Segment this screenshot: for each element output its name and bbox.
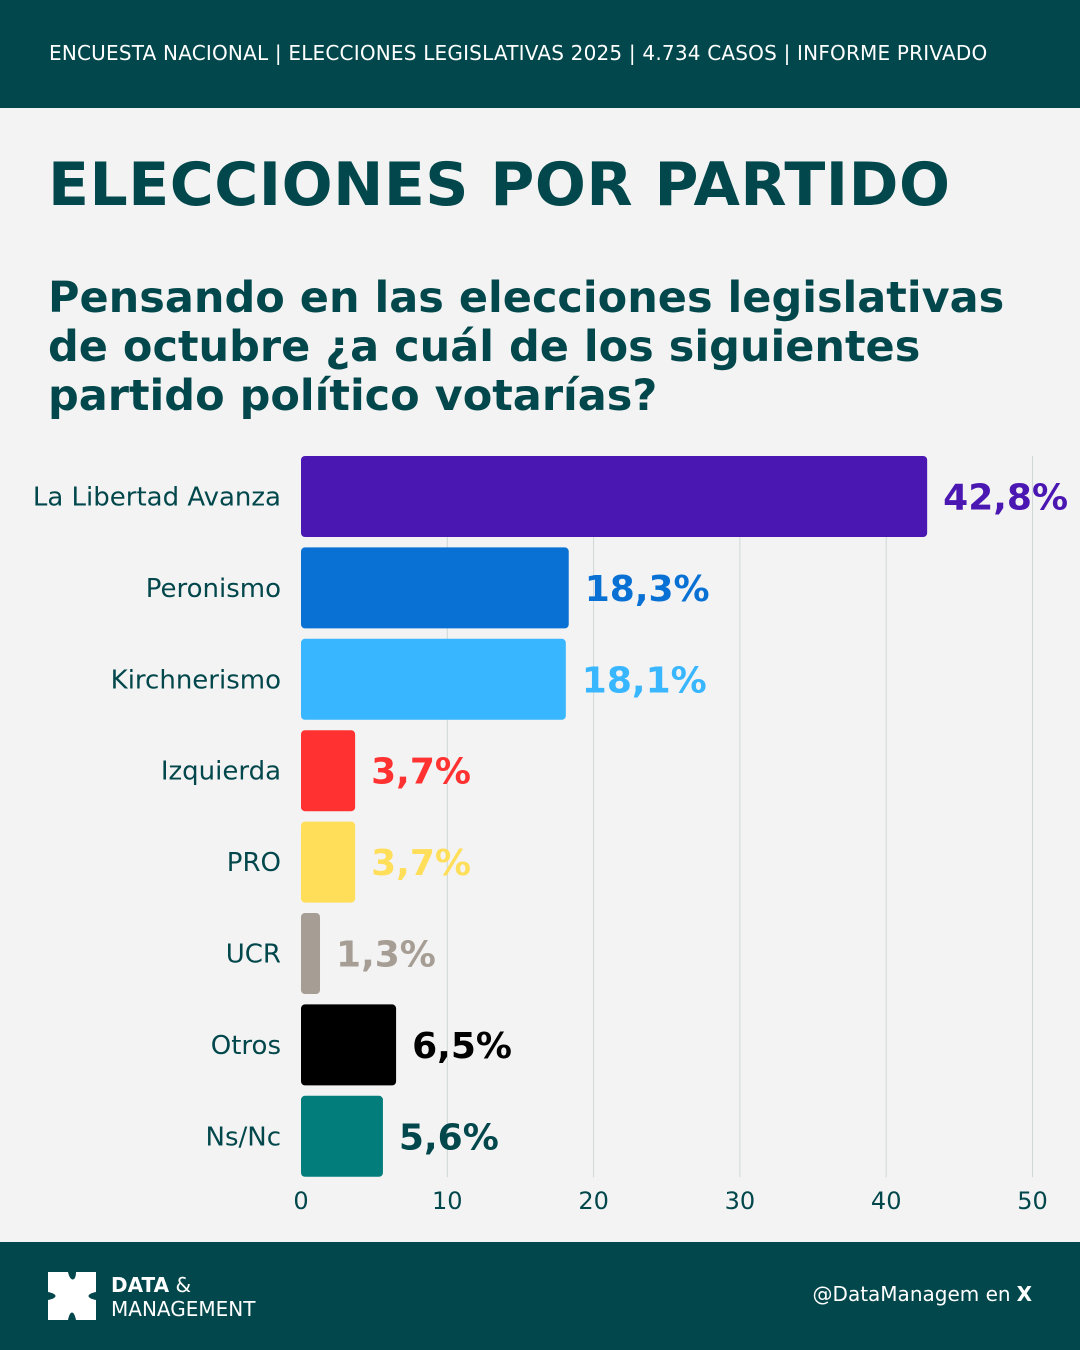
bar-chart: La Libertad Avanza Peronismo Kirchnerismo I… (33, 456, 1068, 1215)
data-label: 18,3% (585, 569, 710, 610)
category-label: La Libertad Avanza (33, 483, 281, 513)
header-bar: ENCUESTA NACIONAL | ELECCIONES LEGISLATI… (0, 0, 1080, 108)
survey-question: Pensando en las elecciones legislativas … (48, 273, 1005, 421)
brand-line2: MANAGEMENT (111, 1297, 256, 1321)
data-label: 18,1% (582, 660, 707, 701)
handle-text: @DataManagem en (812, 1282, 1011, 1306)
x-tick-label: 30 (725, 1187, 756, 1215)
x-axis-ticks: 0 10 20 30 40 50 (293, 1187, 1047, 1215)
x-tick-label: 10 (432, 1187, 463, 1215)
category-labels: La Libertad Avanza Peronismo Kirchnerismo I… (33, 483, 281, 1153)
category-label: Peronismo (146, 574, 281, 604)
value-labels: 42,8% 18,3% 18,1% 3,7% 3,7% 1,3% 6,5% 5,6% (336, 478, 1068, 1159)
brand-line1-rest: & (175, 1273, 192, 1297)
bar (301, 821, 356, 903)
data-label: 5,6% (399, 1117, 499, 1158)
category-label: PRO (227, 848, 281, 878)
category-label: Kirchnerismo (111, 665, 281, 695)
bar (301, 638, 566, 720)
social-handle: @DataManagem en X (813, 1282, 1032, 1306)
brand-logo-icon (48, 1272, 96, 1320)
data-label: 3,7% (371, 752, 471, 793)
bars (301, 456, 928, 1177)
bar (301, 1095, 383, 1177)
data-label: 1,3% (336, 935, 436, 976)
survey-meta: ENCUESTA NACIONAL | ELECCIONES LEGISLATI… (49, 41, 988, 65)
grid-lines (446, 456, 1033, 1178)
page-title: ELECCIONES POR PARTIDO (48, 150, 951, 220)
bar (301, 456, 928, 537)
data-label: 3,7% (371, 843, 471, 884)
x-tick-label: 0 (293, 1187, 308, 1215)
footer-bar: DATA & MANAGEMENT @DataManagem en X (0, 1242, 1080, 1350)
category-label: Izquierda (161, 757, 281, 787)
bar (301, 547, 569, 629)
x-tick-label: 50 (1017, 1187, 1048, 1215)
category-label: UCR (226, 940, 281, 970)
x-tick-label: 40 (871, 1187, 902, 1215)
x-tick-label: 20 (578, 1187, 609, 1215)
category-label: Otros (211, 1031, 281, 1061)
bar (301, 913, 321, 994)
category-label: Ns/Nc (206, 1122, 282, 1152)
bar (301, 1004, 397, 1086)
brand-name: DATA & MANAGEMENT (111, 1273, 255, 1321)
brand-line1-bold: DATA (111, 1273, 170, 1297)
network-name: X (1016, 1282, 1032, 1306)
bar (301, 730, 356, 812)
data-label: 6,5% (412, 1026, 512, 1067)
data-label: 42,8% (943, 478, 1068, 519)
